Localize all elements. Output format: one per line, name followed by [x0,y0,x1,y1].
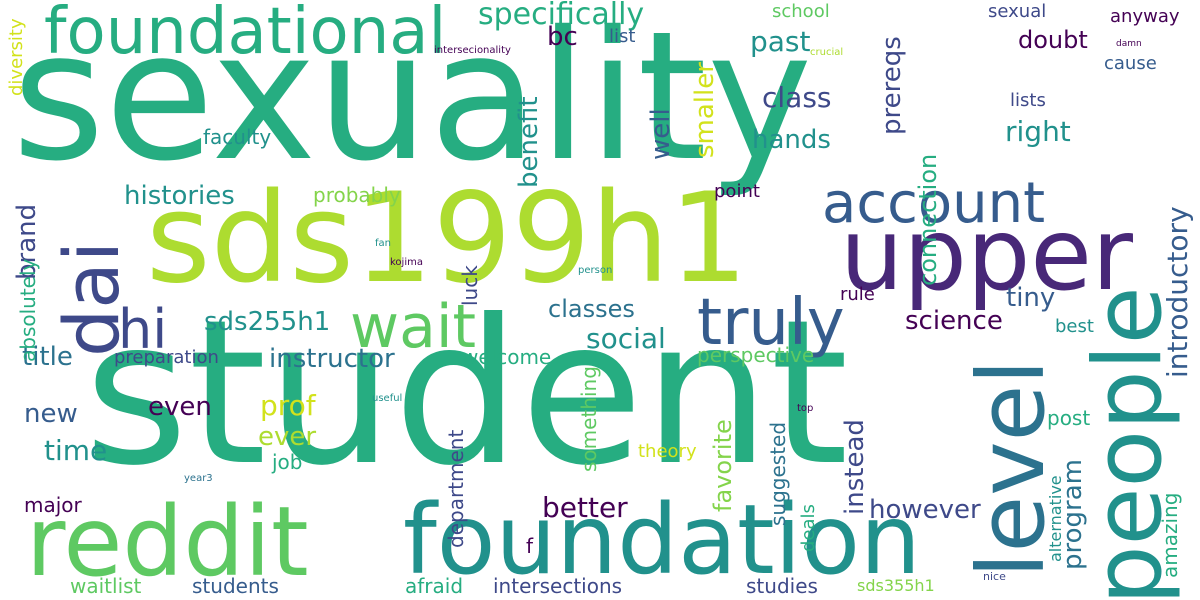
cloud-word: smaller [690,62,720,158]
cloud-word: alternative [1046,475,1065,562]
cloud-word: post [1047,406,1091,430]
cloud-word: faculty [203,125,272,149]
cloud-word: intersections [493,574,623,598]
cloud-word: introductory [1161,206,1194,378]
cloud-word: major [24,493,82,517]
cloud-word: cause [1104,53,1157,74]
cloud-word: nice [983,570,1006,583]
cloud-word: lists [1010,90,1046,111]
cloud-word: classes [548,295,635,323]
cloud-word: instead [840,419,870,515]
cloud-word: even [148,392,212,422]
cloud-word: connection [914,153,942,286]
cloud-word: past [750,25,811,58]
cloud-word: wait [350,292,477,362]
cloud-word: f [526,534,534,558]
cloud-word: however [869,495,981,525]
cloud-word: tiny [1006,283,1056,313]
cloud-word: better [542,491,628,524]
cloud-word: best [1055,316,1094,337]
cloud-word: amazing [1158,492,1182,578]
cloud-word: hi [118,298,168,361]
cloud-word: well [646,108,676,160]
cloud-word: histories [124,181,235,211]
cloud-word: deals [798,504,819,552]
cloud-word: class [762,81,832,114]
cloud-word: reddit [26,486,309,598]
cloud-word: theory [638,441,697,462]
cloud-word: probably [313,183,401,207]
cloud-word: time [44,434,108,467]
cloud-word: sds255h1 [204,307,331,337]
cloud-word: ever [258,422,317,452]
cloud-word: hands [752,125,831,155]
cloud-word: school [772,1,830,22]
cloud-word: title [22,342,73,372]
cloud-word: level [958,359,1065,578]
cloud-word: instructor [269,344,395,374]
cloud-word: benefit [514,96,544,188]
cloud-word: upper [840,196,1133,313]
cloud-word: bc [547,22,578,52]
cloud-word: list [609,26,636,47]
cloud-word: sexuality [12,0,813,200]
cloud-word: new [24,399,78,429]
cloud-word: waitlist [70,574,142,598]
cloud-word: student [84,277,849,510]
cloud-word: favorite [709,419,737,512]
cloud-word: sexual [988,1,1047,22]
cloud-word: useful [372,393,403,404]
cloud-word: foundation [403,484,921,596]
cloud-word: rule [840,284,875,305]
cloud-word: suggested [766,421,790,526]
cloud-word: welcome [462,345,552,369]
cloud-word: doubt [1018,26,1088,54]
cloud-word: anyway [1110,6,1180,27]
cloud-word: year3 [184,473,213,484]
cloud-word: sds355h1 [857,576,935,595]
cloud-word: account [822,171,1046,236]
cloud-word: person [578,265,613,276]
cloud-word: studies [746,574,818,598]
cloud-word: dai [47,241,136,357]
cloud-word: right [1005,115,1071,148]
cloud-word: crucial [810,47,844,58]
cloud-word: fan [375,238,391,249]
cloud-word: something [577,366,601,472]
cloud-word: luck [458,265,482,306]
cloud-word: top [797,403,814,414]
cloud-word: social [586,322,666,355]
cloud-word: specifically [478,0,645,32]
cloud-word: students [192,574,279,598]
cloud-word: job [272,450,303,474]
cloud-word: preparation [114,347,219,368]
cloud-word: perspective [697,343,815,367]
cloud-word: prereqs [877,36,907,135]
cloud-word: absolutely [16,258,40,362]
cloud-word: intersecionality [434,45,511,56]
cloud-word: afraid [405,574,464,598]
cloud-word: science [905,306,1003,336]
cloud-word: prof [260,389,316,422]
cloud-word: damn [1116,39,1142,49]
cloud-word: truly [697,286,845,360]
cloud-word: point [714,181,760,202]
cloud-word: department [444,429,468,548]
cloud-word: sds199h1 [146,167,749,311]
cloud-word: foundational [44,0,447,69]
cloud-word: kojima [390,257,423,268]
cloud-word: diversity [6,18,27,96]
